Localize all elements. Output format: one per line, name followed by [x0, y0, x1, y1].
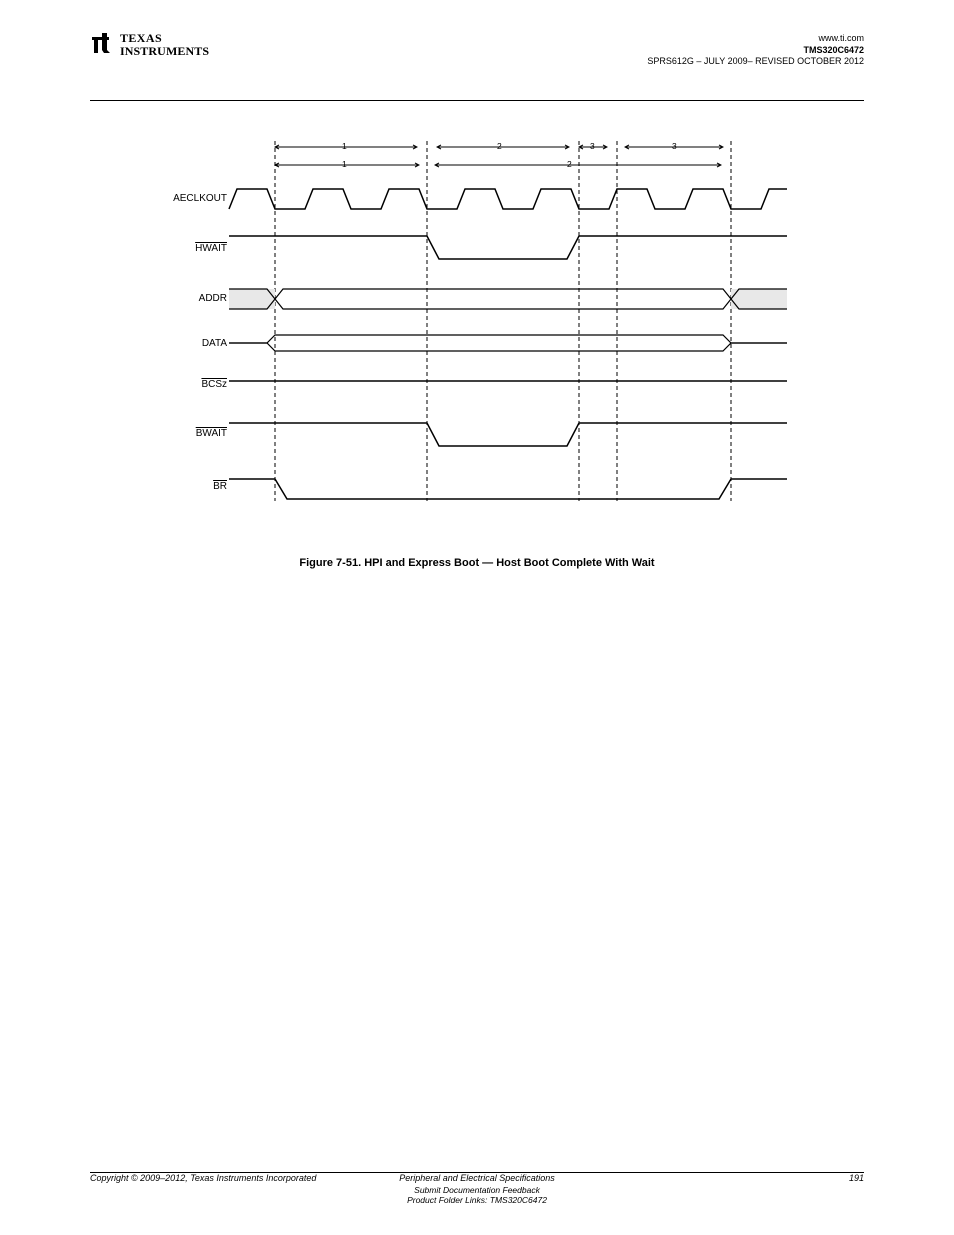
header-right: www.ti.com TMS320C6472 SPRS612G – JULY 2… [647, 33, 864, 68]
timing-diagram: AECLKOUT HWAIT ADDR DATA BCSz BWAIT BR [167, 131, 787, 551]
footer-copyright: Copyright © 2009–2012, Texas Instruments… [90, 1173, 316, 1183]
logo-text-top: TEXAS [120, 31, 162, 45]
footer: Copyright © 2009–2012, Texas Instruments… [90, 1173, 864, 1205]
label-data: DATA [137, 338, 227, 349]
wave-clk [229, 189, 787, 209]
wave-br [229, 479, 787, 499]
footer-sub: Submit Documentation Feedback Product Fo… [90, 1185, 864, 1205]
wave-hwait [229, 236, 787, 259]
rule-top [90, 100, 864, 101]
footer-product-link[interactable]: TMS320C6472 [490, 1195, 547, 1205]
header-rev: SPRS612G – JULY 2009– REVISED OCTOBER 20… [647, 56, 864, 68]
footer-page: 191 [849, 1173, 864, 1183]
wave-bwait [229, 423, 787, 446]
label-addr: ADDR [137, 293, 227, 304]
label-aeclkout: AECLKOUT [137, 193, 227, 204]
tlabel-2: 2 [497, 141, 502, 151]
footer-feedback-link[interactable]: Submit Documentation Feedback [414, 1185, 540, 1195]
tlabel-3: 3 [590, 141, 595, 151]
ti-logo-icon: TEXAS INSTRUMENTS [90, 29, 230, 61]
figure-caption: Figure 7-51. HPI and Express Boot — Host… [90, 557, 864, 569]
header-part: TMS320C6472 [647, 45, 864, 57]
label-br: BR [137, 481, 227, 492]
tlabel-4: 3 [672, 141, 677, 151]
label-hwait: HWAIT [137, 243, 227, 254]
header-site[interactable]: www.ti.com [647, 33, 864, 45]
logo-text-bot: INSTRUMENTS [120, 44, 209, 58]
timing-svg [167, 131, 787, 531]
wave-addr [229, 289, 787, 309]
wave-data [229, 335, 787, 351]
tlabel-6: 2 [567, 159, 572, 169]
tlabel-1: 1 [342, 141, 347, 151]
tlabel-5: 1 [342, 159, 347, 169]
label-bwait: BWAIT [137, 428, 227, 439]
label-bcs: BCSz [137, 379, 227, 390]
